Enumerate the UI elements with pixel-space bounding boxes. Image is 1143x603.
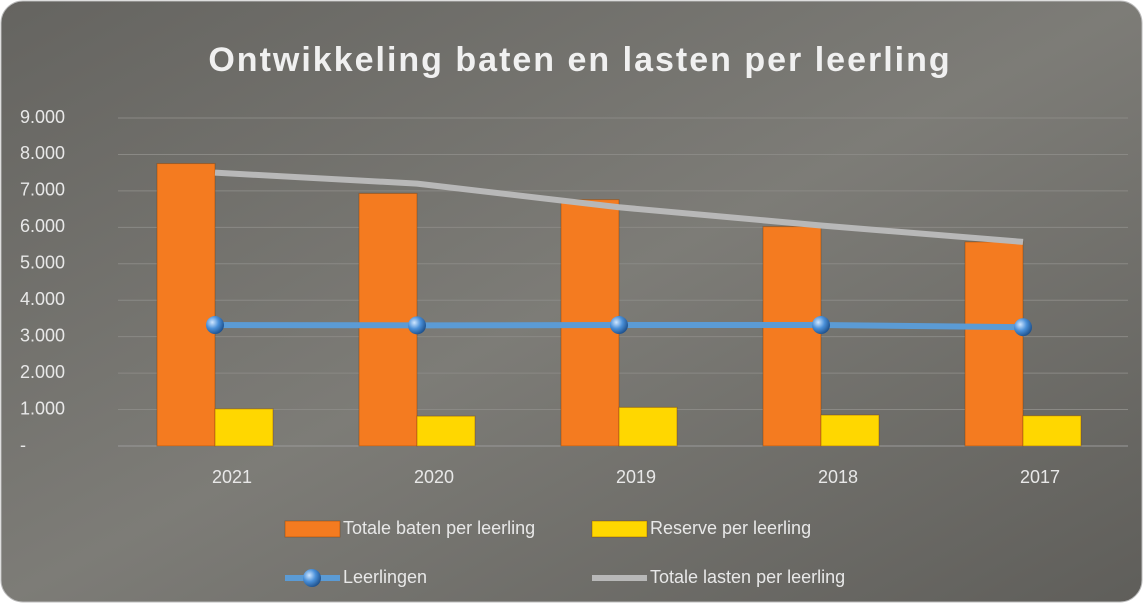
y-tick-label: 6.000 — [20, 216, 65, 236]
marker — [812, 316, 830, 335]
x-tick-label: 2017 — [1020, 467, 1060, 487]
y-tick-label: - — [20, 435, 26, 455]
y-tick-label: 5.000 — [20, 253, 65, 273]
x-tick-label: 2020 — [414, 467, 454, 487]
legend-label: Reserve per leerling — [650, 518, 811, 538]
y-tick-label: 1.000 — [20, 398, 65, 418]
x-tick-label: 2018 — [818, 467, 858, 487]
y-tick-label: 7.000 — [20, 180, 65, 200]
y-tick-label: 3.000 — [20, 325, 65, 345]
bar — [358, 192, 418, 447]
bar — [618, 406, 678, 447]
bar — [820, 414, 880, 447]
y-tick-label: 8.000 — [20, 143, 65, 163]
y-tick-label: 4.000 — [20, 289, 65, 309]
bar — [1022, 415, 1082, 447]
legend-marker — [303, 569, 321, 587]
bar — [214, 408, 274, 447]
legend-swatch — [591, 520, 648, 538]
y-tick-label: 9.000 — [20, 107, 65, 127]
legend-label: Leerlingen — [343, 567, 427, 587]
y-tick-label: 2.000 — [20, 362, 65, 382]
x-tick-label: 2021 — [212, 467, 252, 487]
line — [214, 169, 1024, 245]
legend-swatch — [284, 520, 341, 538]
chart-title: Ontwikkeling baten en lasten per leerlin… — [208, 41, 951, 79]
legend-label: Totale lasten per leerling — [650, 567, 845, 587]
x-tick-label: 2019 — [616, 467, 656, 487]
bar — [964, 241, 1024, 447]
marker — [206, 316, 224, 335]
marker — [1014, 318, 1032, 337]
bar — [416, 415, 476, 447]
legend-label: Totale baten per leerling — [343, 518, 535, 538]
marker — [408, 316, 426, 335]
marker — [610, 316, 628, 335]
bar — [156, 163, 216, 447]
bar — [762, 226, 822, 447]
